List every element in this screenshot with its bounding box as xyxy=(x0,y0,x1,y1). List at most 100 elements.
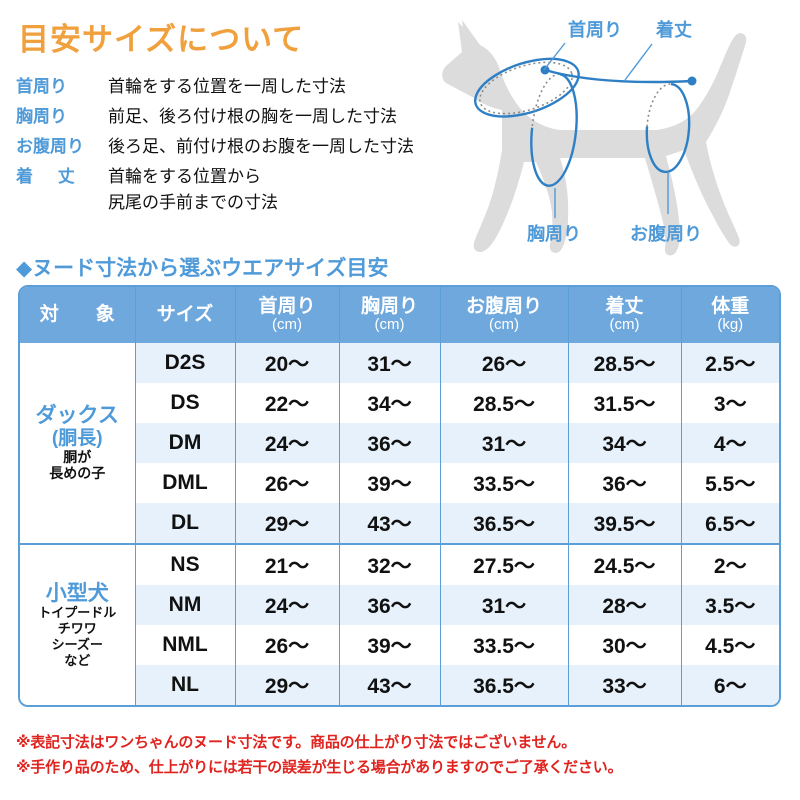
table-row: DS 22〜 34〜 28.5〜 31.5〜 3〜 xyxy=(20,383,779,423)
col-header-neck: 首周り (cm) xyxy=(235,287,340,343)
cell-length: 28〜 xyxy=(568,585,682,625)
legend-desc-chest: 前足、後ろ付け根の胸を一周した寸法 xyxy=(108,107,397,126)
cell-neck: 24〜 xyxy=(235,585,340,625)
diagram-label-length: 着丈 xyxy=(655,19,692,40)
footnote-1: ※表記寸法はワンちゃんのヌード寸法です。商品の仕上がり寸法ではございません。 xyxy=(16,734,577,751)
cell-weight: 3.5〜 xyxy=(681,585,779,625)
table-row: DM 24〜 36〜 31〜 34〜 4〜 xyxy=(20,423,779,463)
legend-desc-belly: 後ろ足、前付け根のお腹を一周した寸法 xyxy=(108,137,414,156)
cell-length: 34〜 xyxy=(568,423,682,463)
cell-chest: 31〜 xyxy=(339,343,441,383)
col-header-target: 対 象 xyxy=(20,287,136,343)
cell-weight: 3〜 xyxy=(681,383,779,423)
legend-term-belly: お腹周り xyxy=(16,137,84,156)
legend-desc-length-line2: 尻尾の手前までの寸法 xyxy=(108,193,278,212)
cell-belly: 31〜 xyxy=(440,423,569,463)
cell-belly: 31〜 xyxy=(440,585,569,625)
cell-weight: 6.5〜 xyxy=(681,503,779,544)
cell-size: NM xyxy=(135,585,236,625)
cell-weight: 5.5〜 xyxy=(681,463,779,503)
cell-chest: 43〜 xyxy=(339,665,441,705)
cell-size: DL xyxy=(135,503,236,544)
footnote-2: ※手作り品のため、仕上がりには若干の誤差が生じる場合がありますのでご了承ください… xyxy=(16,759,623,776)
table-header-row: 対 象 サイズ 首周り (cm) 胸周り (cm) お腹周り (cm) xyxy=(20,287,779,343)
dog-silhouette-icon xyxy=(442,20,747,256)
cell-neck: 29〜 xyxy=(235,503,340,544)
col-header-belly: お腹周り (cm) xyxy=(440,287,569,343)
cell-chest: 32〜 xyxy=(339,543,441,585)
col-header-weight: 体重 (kg) xyxy=(681,287,779,343)
measurement-legend: 首周り 首輪をする位置を一周した寸法 胸周り 前足、後ろ付け根の胸を一周した寸法… xyxy=(16,74,446,220)
page-title: 目安サイズについて xyxy=(18,22,305,57)
table-row: NML 26〜 39〜 33.5〜 30〜 4.5〜 xyxy=(20,625,779,665)
legend-term-length: 着 丈 xyxy=(16,167,85,186)
cell-neck: 22〜 xyxy=(235,383,340,423)
table-row: NM 24〜 36〜 31〜 28〜 3.5〜 xyxy=(20,585,779,625)
cell-neck: 26〜 xyxy=(235,463,340,503)
cell-chest: 36〜 xyxy=(339,585,441,625)
cell-neck: 26〜 xyxy=(235,625,340,665)
dog-measurement-diagram: 首周り 着丈 胸周り お腹周り xyxy=(440,0,800,262)
col-header-length: 着丈 (cm) xyxy=(568,287,682,343)
table-row: NL 29〜 43〜 36.5〜 33〜 6〜 xyxy=(20,665,779,705)
section-heading: ◆ヌード寸法から選ぶウエアサイズ目安 xyxy=(16,257,389,280)
legend-item-chest: 胸周り 前足、後ろ付け根の胸を一周した寸法 xyxy=(16,104,446,130)
group-cell-dachshund: ダックス (胴長) 胴が 長めの子 xyxy=(20,343,136,544)
size-table-header: 対 象 サイズ 首周り (cm) 胸周り (cm) お腹周り (cm) xyxy=(20,287,779,343)
cell-size: DML xyxy=(135,463,236,503)
legend-desc-length-line1: 首輪をする位置から xyxy=(108,167,261,186)
size-table-body: ダックス (胴長) 胴が 長めの子 D2S 20〜 31〜 26〜 28.5〜 … xyxy=(20,343,779,705)
diagram-label-chest: 胸周り xyxy=(527,223,581,244)
cell-length: 28.5〜 xyxy=(568,343,682,383)
legend-desc-length: 首輪をする位置から 尻尾の手前までの寸法 xyxy=(108,164,278,216)
cell-weight: 4.5〜 xyxy=(681,625,779,665)
table-row: 小型犬 トイプードル チワワ シーズー など NS 21〜 32〜 27.5〜 … xyxy=(20,543,779,705)
size-table: 対 象 サイズ 首周り (cm) 胸周り (cm) お腹周り (cm) xyxy=(20,287,779,705)
cell-length: 24.5〜 xyxy=(568,543,682,585)
cell-chest: 39〜 xyxy=(339,463,441,503)
table-row: DML 26〜 39〜 33.5〜 36〜 5.5〜 xyxy=(20,463,779,503)
size-table-container: 対 象 サイズ 首周り (cm) 胸周り (cm) お腹周り (cm) xyxy=(18,285,781,707)
cell-size: NL xyxy=(135,665,236,705)
table-row: DL 29〜 43〜 36.5〜 39.5〜 6.5〜 xyxy=(20,503,779,544)
cell-belly: 33.5〜 xyxy=(440,625,569,665)
cell-weight: 2.5〜 xyxy=(681,343,779,383)
cell-neck: 29〜 xyxy=(235,665,340,705)
cell-belly: 28.5〜 xyxy=(440,383,569,423)
cell-length: 30〜 xyxy=(568,625,682,665)
legend-item-length: 着 丈 首輪をする位置から 尻尾の手前までの寸法 xyxy=(16,164,446,216)
group-cell-small-dog: 小型犬 トイプードル チワワ シーズー など xyxy=(20,543,136,705)
cell-weight: 2〜 xyxy=(681,543,779,585)
cell-size: DM xyxy=(135,423,236,463)
footnotes: ※表記寸法はワンちゃんのヌード寸法です。商品の仕上がり寸法ではございません。 ※… xyxy=(16,730,796,780)
cell-chest: 39〜 xyxy=(339,625,441,665)
cell-length: 39.5〜 xyxy=(568,503,682,544)
cell-size: DS xyxy=(135,383,236,423)
cell-neck: 20〜 xyxy=(235,343,340,383)
diagram-label-belly: お腹周り xyxy=(630,223,702,244)
cell-belly: 36.5〜 xyxy=(440,665,569,705)
cell-size: NML xyxy=(135,625,236,665)
col-header-chest: 胸周り (cm) xyxy=(339,287,441,343)
cell-size: NS xyxy=(135,543,236,585)
cell-size: D2S xyxy=(135,343,236,383)
diagram-label-neck: 首周り xyxy=(568,19,622,40)
col-header-size: サイズ xyxy=(135,287,236,343)
cell-belly: 36.5〜 xyxy=(440,503,569,544)
legend-item-belly: お腹周り 後ろ足、前付け根のお腹を一周した寸法 xyxy=(16,134,446,160)
table-row: ダックス (胴長) 胴が 長めの子 D2S 20〜 31〜 26〜 28.5〜 … xyxy=(20,343,779,544)
cell-length: 33〜 xyxy=(568,665,682,705)
cell-length: 31.5〜 xyxy=(568,383,682,423)
cell-neck: 21〜 xyxy=(235,543,340,585)
cell-length: 36〜 xyxy=(568,463,682,503)
legend-desc-neck: 首輪をする位置を一周した寸法 xyxy=(108,77,346,96)
belly-measure-loop xyxy=(645,82,691,174)
cell-chest: 43〜 xyxy=(339,503,441,544)
legend-item-neck: 首周り 首輪をする位置を一周した寸法 xyxy=(16,74,446,100)
cell-chest: 34〜 xyxy=(339,383,441,423)
cell-chest: 36〜 xyxy=(339,423,441,463)
chest-measure-loop xyxy=(530,73,578,187)
legend-term-chest: 胸周り xyxy=(16,107,67,126)
cell-neck: 24〜 xyxy=(235,423,340,463)
